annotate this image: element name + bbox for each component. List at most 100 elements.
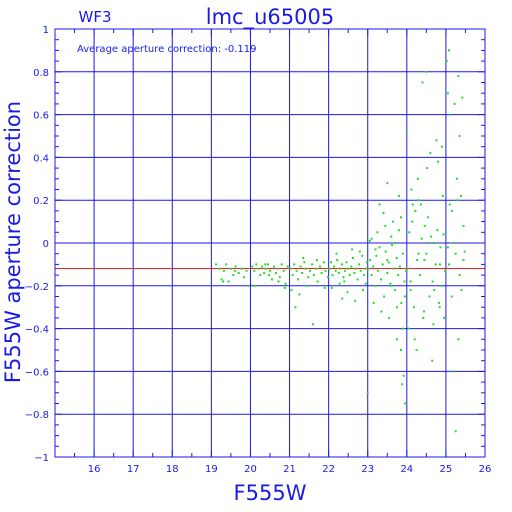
data-point [445,60,448,63]
data-point [297,278,300,281]
data-point [434,263,437,266]
data-point [396,306,398,309]
data-point [454,252,457,255]
data-point [400,349,402,351]
data-point [416,177,419,180]
data-point [356,278,359,281]
data-point [390,235,393,238]
data-point [362,289,364,292]
x-tick-label: 25 [440,464,453,475]
data-point [423,224,426,227]
data-point [338,282,341,285]
data-point [315,259,318,262]
data-point [411,203,414,206]
data-point [405,130,408,133]
data-point [451,370,454,373]
data-point [442,233,445,236]
data-point [345,261,348,264]
data-point [320,272,323,274]
data-point [342,276,345,279]
data-point [432,323,435,326]
data-point [413,338,416,341]
data-point [386,259,389,262]
data-point [233,269,236,272]
y-tick-label: −0.2 [25,282,49,293]
data-point [389,282,392,285]
data-point [433,242,436,244]
data-point [448,49,450,52]
data-point [222,280,225,283]
data-point [395,257,398,259]
tick-labels-layer: 16 17 18 19 20 21 22 23 24 25 26 −1 −0.8 −0.6 −0.4 −0.2… [25,25,492,475]
data-point [291,274,294,277]
data-point [307,276,310,279]
y-tick-label: 1 [43,25,49,36]
data-point [416,259,418,262]
data-point [398,229,400,232]
x-tick-label: 22 [322,464,335,475]
y-tick-label: −0.8 [25,410,49,421]
data-point [449,113,452,116]
data-point [437,301,440,304]
data-point [373,284,376,287]
data-point [289,267,292,270]
data-point [229,267,232,270]
x-tick-label: 20 [244,464,257,475]
data-point [422,316,425,319]
data-point [448,263,450,266]
data-point [391,244,393,247]
data-point [283,286,286,289]
data-point [410,188,413,191]
data-point [376,269,379,272]
data-point [396,338,398,341]
data-point [267,263,269,266]
data-point [218,267,221,270]
data-point [331,274,334,277]
y-tick-label: 0.4 [33,153,49,164]
data-point [441,145,443,148]
data-point [462,224,465,227]
data-point [429,152,432,155]
data-point [444,269,447,272]
data-point [350,265,353,268]
x-axis-label: F555W [234,481,307,505]
data-point [368,239,371,242]
data-point [358,263,361,266]
data-point [274,272,277,274]
data-point [351,248,354,251]
data-point [265,267,268,270]
data-point [378,246,381,249]
data-point [255,263,258,266]
data-point [302,257,305,259]
data-point [430,235,433,238]
data-point [420,237,423,240]
data-point [315,267,318,270]
data-point [439,246,442,249]
data-point [411,220,414,223]
data-point [412,306,415,309]
data-point [330,261,332,264]
data-point [436,229,439,232]
data-point [370,237,373,240]
data-point [366,391,369,394]
chart-title: lmc_u65005 [206,5,334,30]
data-point [322,261,325,264]
data-point [448,203,451,206]
data-point [428,295,431,298]
data-point [433,289,436,292]
data-point [401,383,404,386]
data-point [374,248,377,251]
data-point [394,289,397,292]
data-point [361,254,364,257]
data-point [272,265,275,268]
data-point [437,160,440,163]
data-point [446,92,449,95]
data-point [334,269,337,272]
data-point [263,272,266,274]
data-point [330,286,333,289]
x-tick-label: 24 [400,464,413,475]
data-point [443,316,445,319]
data-point [347,267,350,270]
data-point [319,265,321,268]
data-point [419,274,422,277]
